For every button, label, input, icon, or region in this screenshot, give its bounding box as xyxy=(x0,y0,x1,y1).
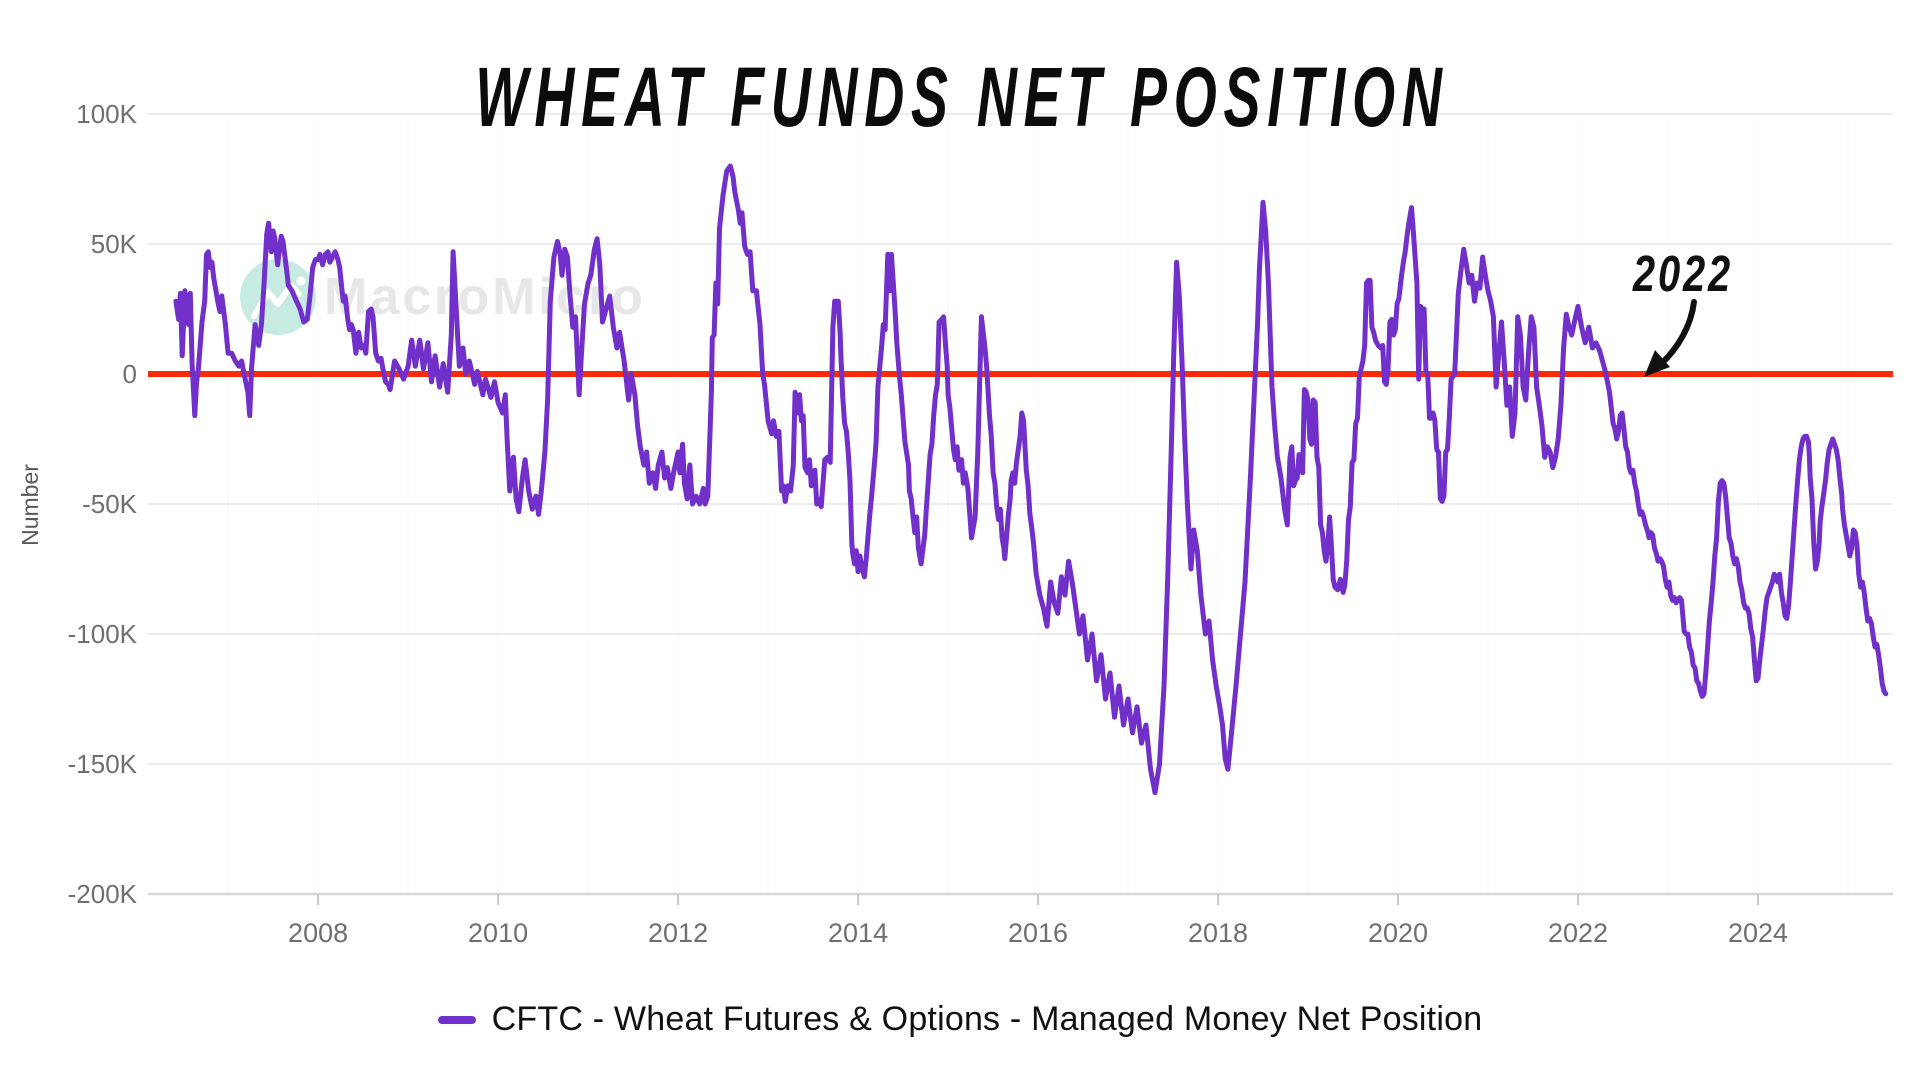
x-tick-label: 2022 xyxy=(1548,918,1608,948)
legend-marker-icon xyxy=(437,1015,476,1024)
watermark-dot-icon xyxy=(296,276,306,286)
x-tick-label: 2014 xyxy=(828,918,888,948)
y-tick-label: 50K xyxy=(91,229,138,259)
axis-labels: 2008 2010 2012 2014 2016 2018 2020 2022 2024 100K… xyxy=(68,99,1788,948)
annotation-2022: 2022 xyxy=(1632,244,1733,377)
annotation-arrowhead-icon xyxy=(1644,350,1670,377)
svg-text:WHEAT FUNDS NET POSITION: WHEAT FUNDS NET POSITION xyxy=(475,50,1448,145)
legend-label: CFTC - Wheat Futures & Options - Managed… xyxy=(491,1000,1483,1038)
y-tick-label: 0 xyxy=(123,359,137,389)
annotation-label: 2022 xyxy=(1632,244,1733,302)
axes xyxy=(148,892,1893,905)
x-tick-label: 2020 xyxy=(1368,918,1428,948)
x-tick-label: 2024 xyxy=(1728,918,1788,948)
x-tick-label: 2016 xyxy=(1008,918,1068,948)
series-line xyxy=(173,163,1889,796)
x-tick-label: 2018 xyxy=(1188,918,1248,948)
y-tick-label: -50K xyxy=(82,489,138,519)
annotation-arrow-icon xyxy=(1658,299,1697,367)
watermark-circle-icon xyxy=(240,259,316,335)
y-tick-label: -100K xyxy=(68,619,138,649)
y-axis-title: Number xyxy=(17,464,43,546)
x-tick-label: 2010 xyxy=(468,918,528,948)
y-tick-label: -150K xyxy=(68,749,138,779)
x-tick-label: 2012 xyxy=(648,918,708,948)
y-tick-label: -200K xyxy=(68,879,138,909)
gridlines xyxy=(148,113,1893,895)
legend: CFTC - Wheat Futures & Options - Managed… xyxy=(0,1000,1920,1039)
x-tick-label: 2008 xyxy=(288,918,348,948)
y-tick-label: 100K xyxy=(76,99,137,129)
series-layer xyxy=(173,163,1889,796)
chart-title: WHEAT FUNDS NET POSITION xyxy=(475,50,1448,145)
